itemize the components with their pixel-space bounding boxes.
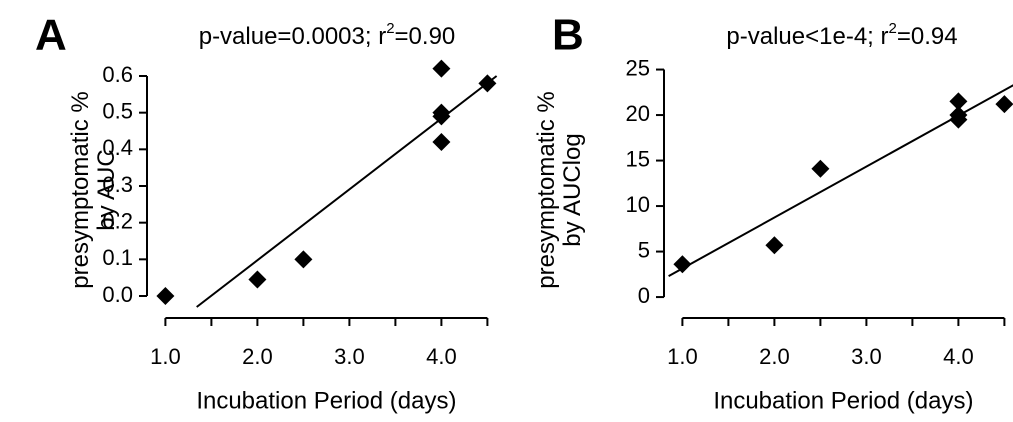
y-tick-label: 0.2: [102, 208, 133, 233]
x-tick-label: 2.0: [242, 344, 273, 369]
y-tick-label: 5: [638, 237, 650, 262]
x-axis-label: Incubation Period (days): [713, 387, 973, 414]
x-tick-label: 1.0: [150, 344, 181, 369]
x-tick-label: 4.0: [426, 344, 457, 369]
data-point: [673, 255, 692, 274]
y-label-line: by AUClog: [559, 133, 586, 246]
y-tick-label: 0.1: [102, 245, 133, 270]
y-tick-label: 0.0: [102, 282, 133, 307]
data-point: [248, 270, 267, 289]
y-tick-label: 0.5: [102, 98, 133, 123]
x-axis-label: Incubation Period (days): [196, 387, 456, 414]
y-tick-label: 15: [626, 146, 650, 171]
title-part: 2: [386, 20, 394, 37]
data-point: [478, 74, 497, 93]
data-point: [765, 236, 784, 255]
data-point: [294, 250, 313, 269]
y-tick-label: 0.3: [102, 172, 133, 197]
x-tick-label: 1.0: [667, 344, 698, 369]
y-tick-label: 0: [638, 283, 650, 308]
y-axis-label: presymptomatic %by AUClog: [533, 91, 586, 288]
y-label-line: presymptomatic %: [533, 91, 560, 288]
chart-title: p-value=0.0003; r2=0.90: [199, 20, 456, 50]
title-part: =0.90: [395, 23, 456, 50]
y-tick-label: 20: [626, 101, 650, 126]
x-tick-label: 2.0: [759, 344, 790, 369]
y-tick-label: 0.4: [102, 135, 133, 160]
y-label-line: presymptomatic %: [67, 91, 94, 288]
data-point: [995, 95, 1013, 114]
x-tick-label: 3.0: [851, 344, 882, 369]
title-part: p-value<1e-4; r: [726, 23, 888, 50]
data-point: [432, 133, 451, 151]
chart-title: p-value<1e-4; r2=0.94: [726, 20, 957, 50]
data-point: [432, 59, 451, 78]
y-axis-label: presymptomatic %by AUC: [67, 91, 120, 288]
data-point: [949, 92, 968, 111]
y-tick-label: 10: [626, 192, 650, 217]
panel-letter: B: [552, 11, 584, 60]
fit-line: [196, 75, 498, 308]
title-part: =0.94: [897, 23, 958, 50]
y-tick-label: 0.6: [102, 62, 133, 87]
data-point: [949, 110, 968, 129]
panel-letter: A: [35, 11, 67, 60]
title-part: p-value=0.0003; r: [199, 23, 386, 50]
y-tick-label: 25: [626, 55, 650, 80]
x-tick-label: 3.0: [334, 344, 365, 369]
title-part: 2: [889, 20, 897, 37]
data-point: [156, 287, 175, 305]
x-tick-label: 4.0: [943, 344, 974, 369]
data-point: [432, 107, 451, 126]
y-label-line: by AUC: [93, 149, 120, 230]
data-point: [811, 159, 830, 178]
